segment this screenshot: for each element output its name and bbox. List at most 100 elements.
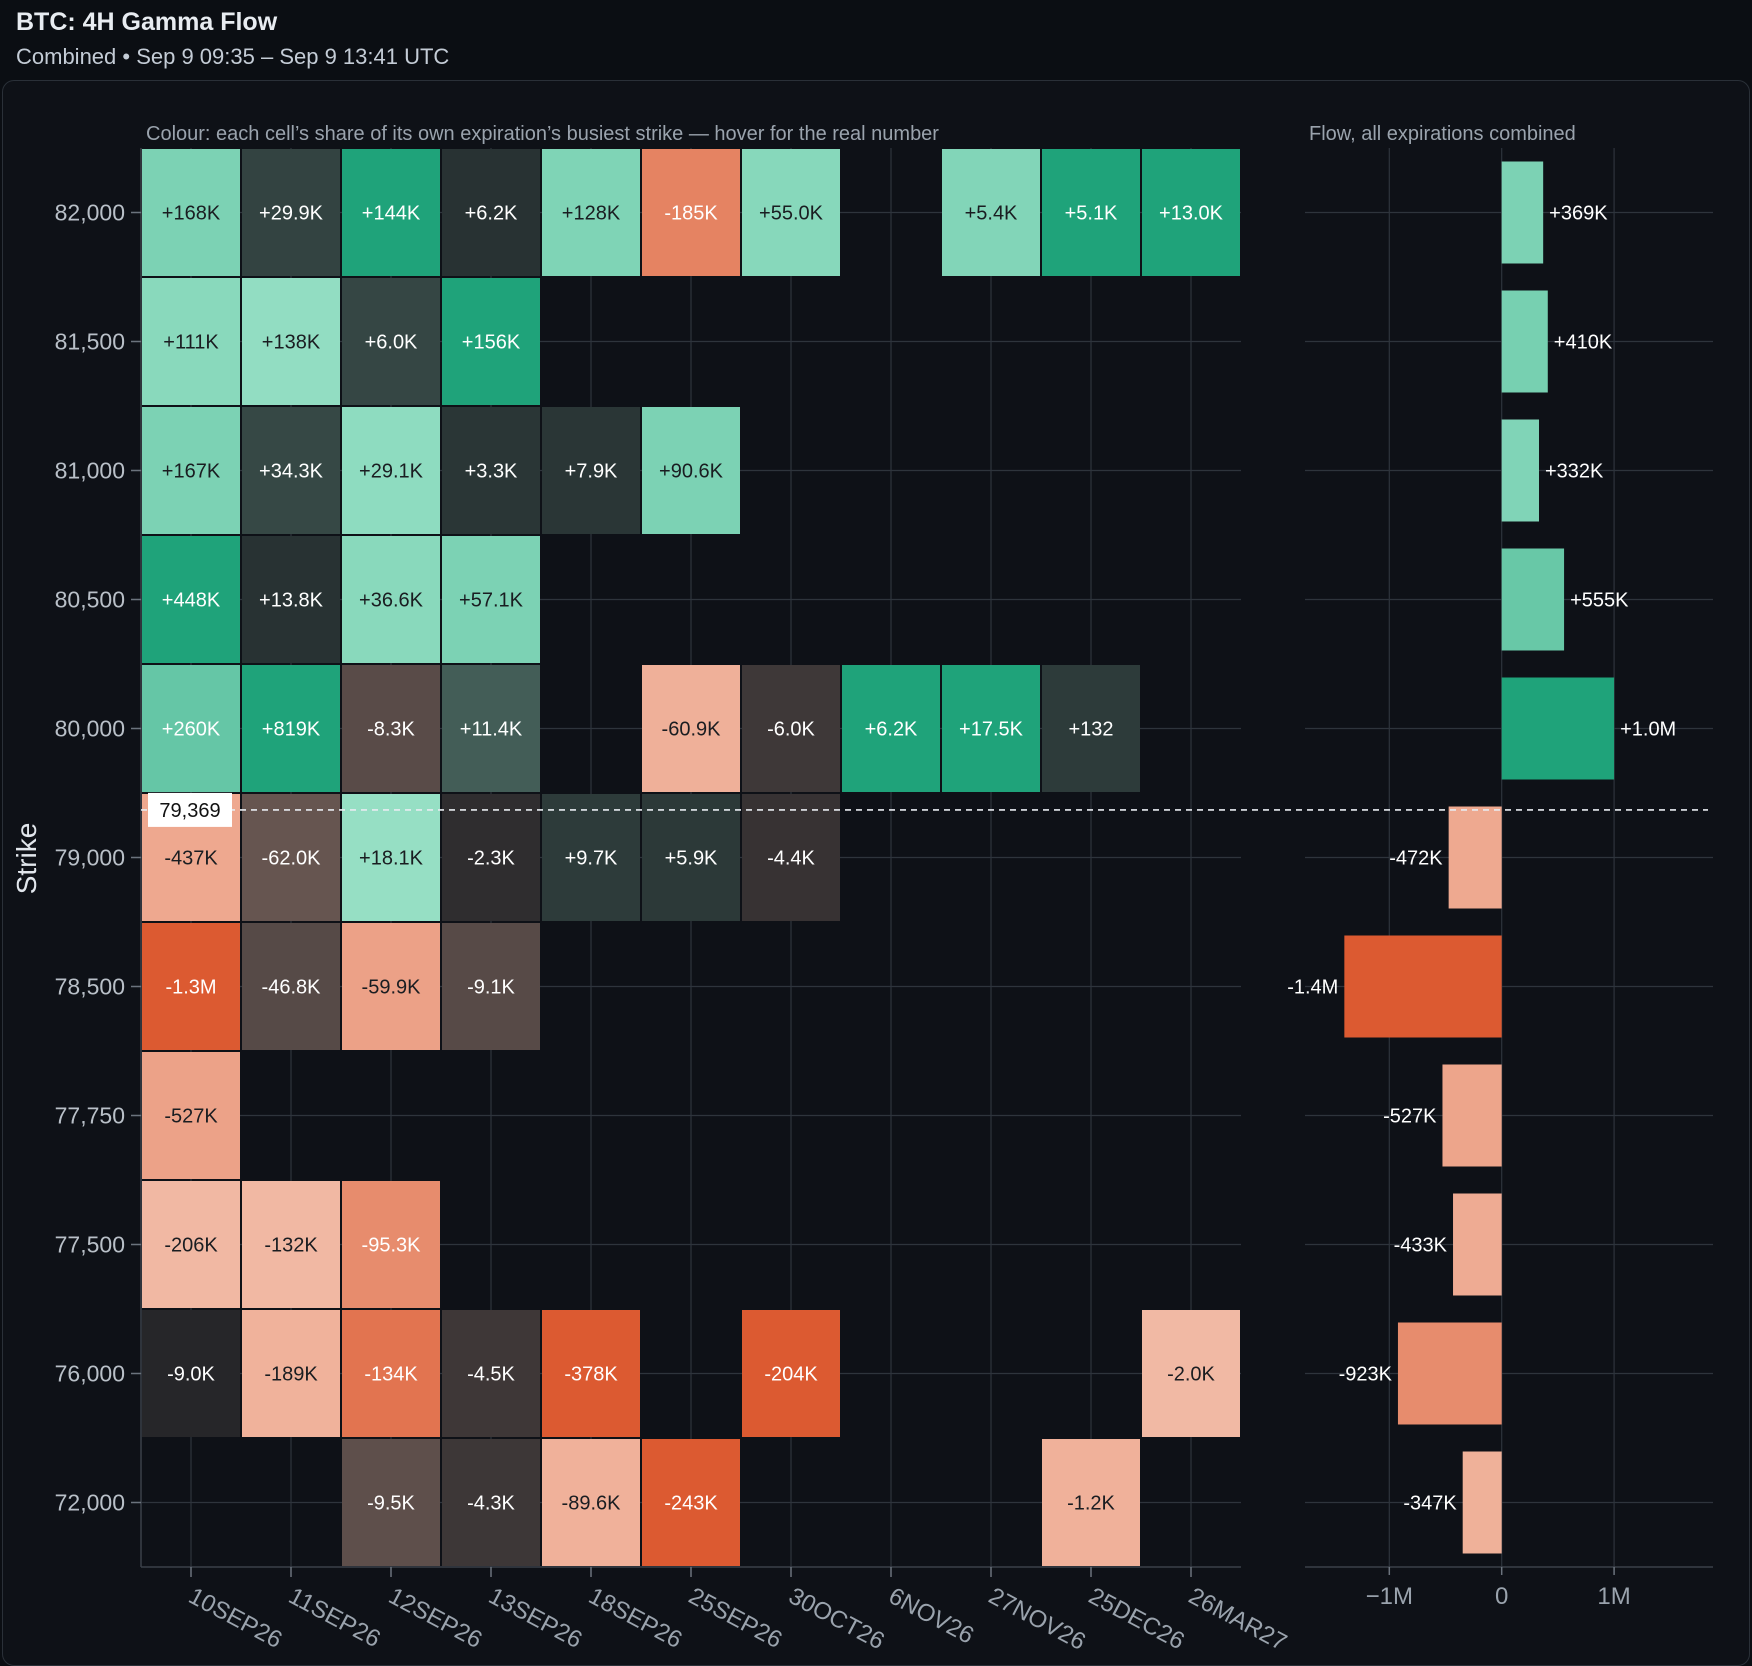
flow-bar-label: +555K [1570, 590, 1629, 612]
heatmap-cell[interactable] [142, 1052, 240, 1179]
heatmap-cell[interactable] [942, 665, 1040, 792]
heatmap-cell[interactable] [642, 794, 740, 921]
heatmap-cell[interactable] [542, 1439, 640, 1566]
heatmap-cell-label: -4.3K [467, 1493, 515, 1515]
y-tick-label: 72,000 [55, 1490, 125, 1516]
flow-bar[interactable] [1397, 1322, 1502, 1425]
heatmap-cell[interactable] [242, 149, 340, 276]
heatmap-cell[interactable] [342, 665, 440, 792]
heatmap-cell-label: +9.7K [565, 848, 618, 870]
flow-bar[interactable] [1501, 677, 1615, 780]
heatmap-cell[interactable] [142, 407, 240, 534]
heatmap-cell-label: -527K [164, 1106, 218, 1128]
heatmap-cell[interactable] [642, 407, 740, 534]
y-tick-label: 81,000 [55, 458, 125, 484]
heatmap-cell[interactable] [142, 1181, 240, 1308]
heatmap-cell[interactable] [342, 1181, 440, 1308]
heatmap-cell[interactable] [542, 1310, 640, 1437]
heatmap-cell[interactable] [642, 149, 740, 276]
heatmap-cell[interactable] [442, 665, 540, 792]
heatmap-cell[interactable] [1042, 1439, 1140, 1566]
y-tick-label: 79,000 [55, 845, 125, 871]
x-tick-label: 26MAR27 [1184, 1582, 1291, 1656]
heatmap-cell[interactable] [242, 923, 340, 1050]
heatmap-cell[interactable] [642, 665, 740, 792]
heatmap-cell[interactable] [542, 794, 640, 921]
heatmap-cell-label: +29.9K [259, 203, 324, 225]
heatmap-cell[interactable] [1042, 665, 1140, 792]
y-axis-title: Strike [11, 823, 42, 895]
heatmap-cell[interactable] [142, 149, 240, 276]
heatmap-cell[interactable] [742, 149, 840, 276]
bar-x-tick-label: 1M [1597, 1583, 1630, 1610]
heatmap-cell[interactable] [1142, 149, 1240, 276]
heatmap-cell[interactable] [242, 665, 340, 792]
heatmap-cell-label: -204K [764, 1364, 818, 1386]
flow-bar[interactable] [1344, 935, 1502, 1038]
heatmap-cell[interactable] [142, 536, 240, 663]
heatmap-cell[interactable] [342, 149, 440, 276]
heatmap-cell-label: +111K [163, 332, 219, 354]
heatmap-cell[interactable] [442, 536, 540, 663]
heatmap-cell[interactable] [542, 149, 640, 276]
heatmap-cell[interactable] [442, 794, 540, 921]
heatmap-cell[interactable] [842, 665, 940, 792]
heatmap-cell[interactable] [242, 278, 340, 405]
heatmap-cell[interactable] [1142, 1310, 1240, 1437]
heatmap-cell[interactable] [242, 536, 340, 663]
heatmap-cell[interactable] [742, 665, 840, 792]
heatmap-cell[interactable] [542, 407, 640, 534]
heatmap-cell-label: -9.0K [167, 1364, 215, 1386]
flow-bar[interactable] [1501, 290, 1548, 393]
heatmap-cell-label: +156K [462, 332, 521, 354]
heatmap-cell-label: +17.5K [959, 719, 1024, 741]
heatmap-cell[interactable] [742, 1310, 840, 1437]
flow-bar[interactable] [1462, 1451, 1502, 1554]
heatmap-cell[interactable] [342, 1439, 440, 1566]
heatmap-cell[interactable] [442, 149, 540, 276]
heatmap-cell[interactable] [142, 665, 240, 792]
heatmap-cell-label: -8.3K [367, 719, 415, 741]
heatmap-cell-label: -59.9K [362, 977, 422, 999]
flow-bar[interactable] [1442, 1064, 1502, 1167]
heatmap-cell[interactable] [342, 407, 440, 534]
heatmap-cell[interactable] [342, 1310, 440, 1437]
heatmap-cell[interactable] [442, 407, 540, 534]
flow-bar-label: -472K [1389, 848, 1443, 870]
heatmap-cell[interactable] [442, 1439, 540, 1566]
heatmap-cell[interactable] [242, 1181, 340, 1308]
flow-bar-label: -433K [1394, 1235, 1448, 1257]
heatmap-cell-label: +57.1K [459, 590, 524, 612]
heatmap-cell-label: +6.0K [365, 332, 418, 354]
heatmap-cell-label: +138K [262, 332, 321, 354]
heatmap-cell[interactable] [1042, 149, 1140, 276]
flow-bar[interactable] [1448, 806, 1502, 909]
y-tick-label: 76,000 [55, 1361, 125, 1387]
heatmap-cell[interactable] [342, 794, 440, 921]
heatmap-cell[interactable] [342, 536, 440, 663]
heatmap-cell[interactable] [342, 923, 440, 1050]
heatmap-cell[interactable] [442, 1310, 540, 1437]
flow-bar[interactable] [1453, 1193, 1502, 1296]
heatmap-cell-label: +13.0K [1159, 203, 1224, 225]
heatmap-cell[interactable] [442, 278, 540, 405]
heatmap-cell[interactable] [442, 923, 540, 1050]
heatmap-cell-label: -2.3K [467, 848, 515, 870]
heatmap-cell[interactable] [342, 278, 440, 405]
spot-price-badge [148, 792, 232, 827]
flow-bar[interactable] [1501, 161, 1544, 264]
heatmap-cell[interactable] [742, 794, 840, 921]
heatmap-cell[interactable] [242, 407, 340, 534]
chart-title: BTC: 4H Gamma Flow [16, 8, 278, 36]
flow-bar[interactable] [1501, 419, 1540, 522]
heatmap-cell[interactable] [142, 278, 240, 405]
heatmap-cell-label: +260K [162, 719, 221, 741]
heatmap-cell[interactable] [142, 1310, 240, 1437]
heatmap-cell[interactable] [242, 1310, 340, 1437]
heatmap-cell[interactable] [942, 149, 1040, 276]
heatmap-cell[interactable] [642, 1439, 740, 1566]
flow-bar[interactable] [1501, 548, 1565, 651]
heatmap-cell-label: +128K [562, 203, 621, 225]
heatmap-cell[interactable] [142, 923, 240, 1050]
heatmap-cell[interactable] [242, 794, 340, 921]
